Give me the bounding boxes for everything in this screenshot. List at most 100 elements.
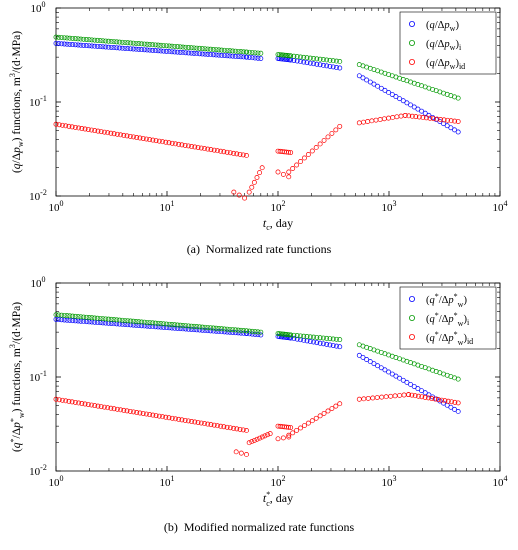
data-point — [330, 58, 336, 64]
data-point — [435, 397, 441, 403]
data-point — [286, 332, 292, 338]
data-point — [221, 47, 227, 53]
data-point — [117, 317, 122, 323]
data-point — [150, 412, 156, 418]
data-point — [230, 53, 236, 59]
data-point — [94, 43, 100, 49]
legend-marker — [408, 334, 415, 341]
data-point — [448, 125, 454, 131]
data-point — [186, 45, 191, 50]
data-point — [448, 118, 454, 124]
data-point — [139, 319, 145, 325]
data-point — [301, 59, 307, 65]
data-point — [237, 151, 243, 157]
data-point — [152, 320, 158, 326]
data-point — [150, 324, 156, 330]
data-point — [455, 376, 461, 382]
caption-b-text: Modified normalized rate functions — [183, 520, 355, 534]
data-point — [114, 317, 120, 323]
data-point — [56, 312, 62, 318]
data-point — [311, 339, 317, 345]
legend-marker — [408, 315, 415, 322]
data-point — [106, 44, 111, 50]
data-point — [371, 361, 377, 367]
data-point — [298, 333, 303, 339]
y-tick-label: 10-1 — [29, 369, 47, 384]
data-point — [67, 35, 73, 41]
data-point — [246, 54, 252, 60]
data-point — [136, 46, 142, 52]
series-1 — [53, 312, 461, 382]
data-point — [153, 413, 159, 419]
data-point — [455, 95, 461, 101]
data-point — [175, 325, 180, 331]
data-point — [141, 47, 147, 53]
data-point — [119, 45, 125, 51]
x-axis-label: tc, day — [263, 216, 293, 232]
data-point — [411, 384, 417, 389]
data-point — [76, 125, 82, 131]
data-point — [374, 395, 380, 400]
data-point — [163, 48, 169, 54]
data-point — [140, 411, 146, 416]
data-point — [106, 38, 111, 44]
data-point — [361, 396, 367, 402]
data-point — [133, 40, 139, 46]
data-point — [179, 142, 185, 148]
data-point — [314, 56, 320, 62]
data-point — [406, 113, 412, 119]
data-point — [192, 144, 198, 150]
data-point — [125, 318, 131, 324]
data-point — [144, 323, 150, 329]
series-2 — [53, 392, 461, 457]
legend-label: (q/Δpw) — [426, 20, 459, 33]
data-point — [400, 98, 406, 104]
data-point — [205, 51, 211, 57]
data-point — [283, 331, 289, 337]
data-point — [404, 379, 410, 385]
data-point — [301, 333, 307, 339]
data-point — [334, 58, 339, 64]
x-axis-label: t* c, day — [263, 490, 293, 508]
data-point — [227, 150, 233, 156]
data-point — [100, 44, 106, 50]
data-point — [188, 326, 194, 332]
data-point — [83, 43, 89, 49]
data-point — [280, 331, 286, 337]
data-point — [277, 331, 283, 337]
data-point — [286, 169, 292, 175]
data-point — [59, 41, 64, 47]
data-point — [127, 408, 133, 414]
data-point — [191, 45, 197, 51]
data-point — [86, 37, 92, 43]
data-point — [111, 406, 117, 412]
data-point — [92, 37, 98, 43]
data-point — [224, 326, 230, 332]
data-point — [325, 134, 331, 140]
data-point — [224, 424, 230, 430]
data-point — [416, 114, 422, 120]
data-point — [216, 329, 222, 334]
data-point — [219, 52, 225, 58]
data-point — [232, 53, 238, 59]
data-point — [117, 39, 122, 45]
data-point — [275, 331, 281, 336]
data-point — [301, 423, 307, 428]
data-point — [198, 145, 204, 151]
data-point — [291, 332, 297, 338]
data-point — [449, 399, 455, 405]
data-point — [333, 127, 339, 133]
data-point — [429, 396, 435, 401]
data-point — [238, 49, 244, 55]
data-point — [311, 55, 317, 61]
data-point — [136, 323, 142, 328]
data-point — [234, 426, 240, 432]
data-point — [130, 40, 136, 46]
data-point — [140, 136, 146, 141]
data-point — [246, 49, 252, 55]
data-point — [452, 118, 458, 124]
data-point — [441, 121, 446, 127]
data-point — [275, 52, 281, 57]
data-point — [365, 395, 371, 401]
data-point — [426, 112, 432, 118]
